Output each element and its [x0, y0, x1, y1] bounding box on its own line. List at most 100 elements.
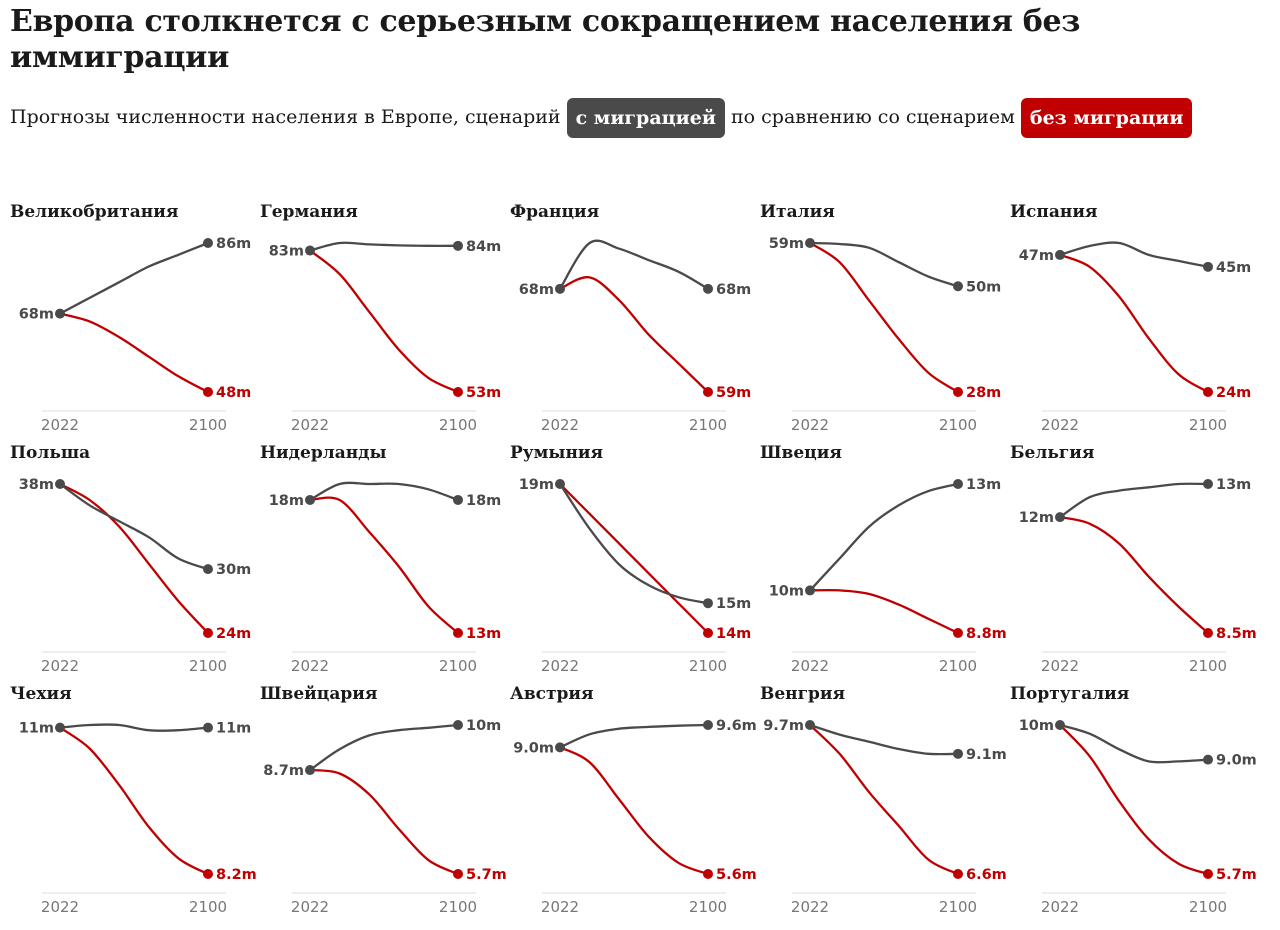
legend-with-migration: с миграцией [566, 98, 725, 138]
start-point [1055, 512, 1065, 523]
without-migration-line [58, 312, 210, 394]
with-migration-line [308, 481, 460, 502]
with-migration-end-label: 9.6m [716, 718, 757, 734]
start-point [805, 238, 815, 248]
x-tick-label: 2022 [291, 416, 329, 434]
start-value-label: 68m [19, 307, 54, 323]
start-point [55, 722, 65, 733]
without-migration-end-label: 24m [1216, 385, 1251, 401]
without-migration-line [808, 588, 960, 635]
start-value-label: 12m [1019, 510, 1054, 526]
start-value-label: 9.0m [513, 740, 554, 756]
panel-chart: 2022 2100 68m 86m 48m [19, 236, 252, 434]
without-migration-end-label: 5.7m [466, 867, 507, 883]
x-tick-label: 2100 [689, 657, 727, 675]
without-migration-line [808, 723, 960, 876]
x-tick-label: 2022 [791, 657, 829, 675]
with-migration-end-label: 9.1m [966, 747, 1007, 763]
x-tick-label: 2022 [791, 416, 829, 434]
country-name: Швеция [760, 443, 842, 463]
panel-chart: 2022 2100 18m 18m 13m [269, 481, 501, 675]
country-name: Румыния [510, 443, 604, 463]
country-name: Польша [10, 443, 91, 463]
start-point [555, 283, 565, 294]
start-point [305, 494, 315, 505]
without-migration-end-point [703, 628, 713, 638]
with-migration-end-point [953, 281, 963, 292]
without-migration-line [808, 241, 960, 394]
with-migration-line [308, 241, 460, 252]
panel-6: Польша 2022 2100 38m 30m 24m [0, 441, 252, 681]
country-name: Италия [760, 202, 835, 222]
panel-1: Великобритания 2022 2100 68m 86m 48m [0, 200, 252, 440]
panel-14: Венгрия 2022 2100 9.7m 9.1m 6.6m [750, 682, 1007, 922]
panel-7: Нидерланды 2022 2100 18m 18m 13m [250, 441, 501, 681]
panel-chart: 2022 2100 68m 68m 59m [519, 239, 751, 434]
with-migration-end-point [1203, 479, 1213, 489]
panel-chart: 2022 2100 8.7m 10m 5.7m [263, 718, 507, 916]
without-migration-end-point [1203, 869, 1213, 879]
country-name: Испания [1010, 202, 1098, 222]
with-migration-line [58, 482, 210, 571]
without-migration-end-point [453, 869, 463, 879]
x-tick-label: 2100 [1189, 657, 1227, 675]
with-migration-line [58, 723, 210, 732]
without-migration-line [58, 482, 210, 635]
without-migration-end-point [453, 387, 463, 397]
start-value-label: 10m [1019, 718, 1054, 734]
x-tick-label: 2022 [541, 657, 579, 675]
without-migration-end-point [703, 387, 713, 397]
start-point [555, 742, 565, 753]
without-migration-end-label: 8.8m [966, 626, 1007, 642]
chart-title: Европа столкнется с серьезным сокращение… [10, 4, 1081, 75]
without-migration-end-label: 24m [216, 626, 251, 642]
without-migration-line [558, 746, 710, 876]
panel-chart: 2022 2100 10m 9.0m 5.7m [1019, 718, 1257, 916]
with-migration-end-label: 13m [966, 477, 1001, 493]
x-tick-label: 2100 [439, 416, 477, 434]
with-migration-line [808, 482, 960, 592]
x-tick-label: 2100 [439, 898, 477, 916]
country-name: Швейцария [260, 684, 378, 704]
start-value-label: 47m [1019, 248, 1054, 264]
country-name: Нидерланды [260, 443, 387, 463]
country-name: Португалия [1010, 684, 1130, 704]
without-migration-end-point [203, 387, 213, 397]
panel-8: Румыния 2022 2100 19m 15m 14m [500, 441, 751, 681]
start-point [805, 585, 815, 596]
panel-chart: 2022 2100 83m 84m 53m [269, 239, 502, 434]
without-migration-end-label: 5.6m [716, 867, 757, 883]
with-migration-end-label: 13m [1216, 477, 1251, 493]
panel-chart: 2022 2100 9.0m 9.6m 5.6m [513, 718, 757, 916]
panel-chart: 2022 2100 10m 13m 8.8m [769, 477, 1007, 675]
panel-3: Франция 2022 2100 68m 68m 59m [500, 200, 751, 440]
start-value-label: 19m [519, 477, 554, 493]
with-migration-line [1058, 723, 1210, 764]
country-name: Австрия [510, 684, 594, 704]
with-migration-end-point [453, 494, 463, 505]
panel-5: Испания 2022 2100 47m 45m 24m [1000, 200, 1251, 440]
with-migration-end-label: 15m [716, 596, 751, 612]
without-migration-end-label: 53m [466, 385, 501, 401]
with-migration-end-point [1203, 261, 1213, 272]
without-migration-end-label: 48m [216, 385, 251, 401]
start-point [555, 479, 565, 489]
panel-chart: 2022 2100 47m 45m 24m [1019, 241, 1251, 434]
start-value-label: 18m [269, 493, 304, 509]
panel-4: Италия 2022 2100 59m 50m 28m [750, 200, 1001, 440]
with-migration-end-point [203, 722, 213, 733]
with-migration-line [558, 482, 710, 605]
with-migration-end-point [703, 598, 713, 609]
x-tick-label: 2100 [1189, 898, 1227, 916]
subtitle-text-2: по сравнению со сценарием [731, 106, 1015, 128]
without-migration-line [58, 726, 210, 876]
x-tick-label: 2022 [41, 416, 79, 434]
without-migration-end-label: 28m [966, 385, 1001, 401]
with-migration-end-point [703, 720, 713, 730]
without-migration-end-point [1203, 628, 1213, 638]
country-name: Чехия [10, 684, 72, 704]
panel-15: Португалия 2022 2100 10m 9.0m 5.7m [1000, 682, 1257, 922]
panel-chart: 2022 2100 38m 30m 24m [19, 477, 252, 675]
without-migration-end-label: 5.7m [1216, 867, 1257, 883]
without-migration-end-label: 8.5m [1216, 626, 1257, 642]
